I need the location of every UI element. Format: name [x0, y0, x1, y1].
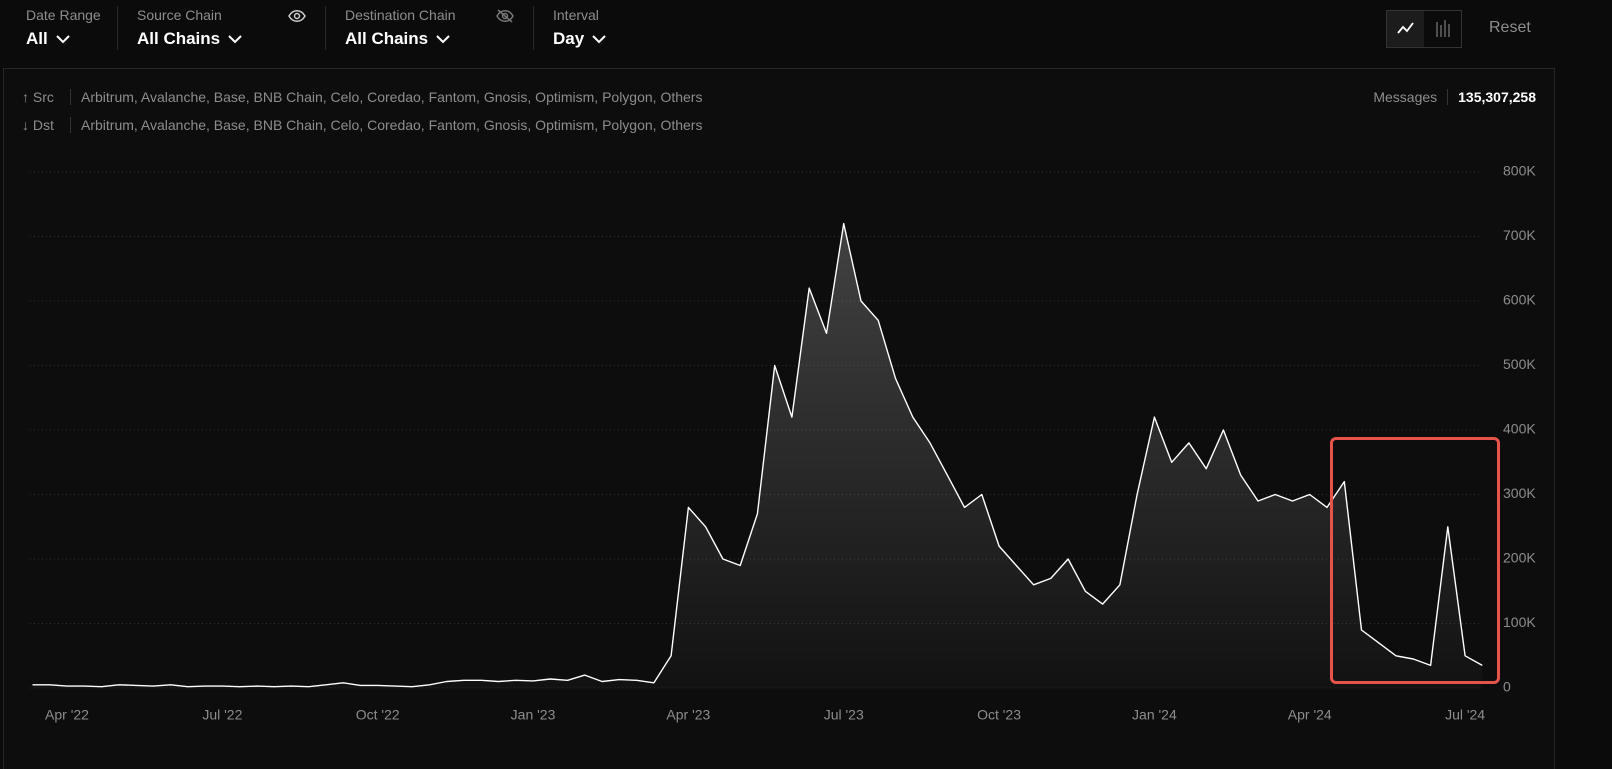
- x-tick-label: Jul '23: [824, 707, 864, 723]
- source-chain-filter[interactable]: Source Chain All Chains: [137, 7, 242, 49]
- highlight-box: [1330, 437, 1500, 684]
- area-fill: [32, 223, 1483, 688]
- line: [32, 222, 1483, 688]
- chevron: [56, 34, 70, 43]
- x-tick-label: Oct '23: [977, 707, 1021, 723]
- reset-button[interactable]: Reset: [1489, 19, 1531, 36]
- summary-label: Messages: [1373, 89, 1449, 105]
- x-tick-label: Jul '22: [202, 707, 242, 723]
- source-row: ↑ Src Arbitrum, Avalanche, Base, BNB Chai…: [22, 89, 702, 105]
- summary: Messages 135,307,258: [1373, 89, 1536, 105]
- x-tick-label: Apr '22: [45, 707, 89, 723]
- y-tick-label: 300K: [1503, 485, 1536, 501]
- x-tick-label: Jan '24: [1132, 707, 1177, 723]
- separator: [325, 6, 326, 50]
- x-tick-label: Oct '22: [356, 707, 400, 723]
- x-tick-label: Jan '23: [511, 707, 556, 723]
- filter-label: Destination Chain: [345, 7, 456, 23]
- y-tick-label: 500K: [1503, 356, 1536, 372]
- destination-chain-filter[interactable]: Destination Chain All Chains: [345, 7, 456, 49]
- filter-value: All Chains: [345, 29, 429, 48]
- route-label: ↑ Src: [22, 89, 71, 105]
- y-tick-label: 0: [1503, 679, 1511, 695]
- bar-chart-button[interactable]: [1424, 11, 1461, 47]
- route-chains: Arbitrum, Avalanche, Base, BNB Chain, Ce…: [81, 89, 703, 105]
- interval-filter[interactable]: Interval Day: [553, 7, 606, 49]
- chevron: [228, 34, 242, 43]
- y-tick-label: 700K: [1503, 227, 1536, 243]
- destination-row: ↓ Dst Arbitrum, Avalanche, Base, BNB Chai…: [22, 117, 702, 133]
- summary-value: 135,307,258: [1458, 89, 1536, 105]
- date-range-filter[interactable]: Date Range All: [26, 7, 101, 49]
- route-chains: Arbitrum, Avalanche, Base, BNB Chain, Ce…: [81, 117, 703, 133]
- separator: [117, 6, 118, 50]
- filter-label: Interval: [553, 7, 599, 23]
- separator: [533, 6, 534, 50]
- route-label: ↓ Dst: [22, 117, 71, 133]
- filter-value: All: [26, 29, 48, 48]
- chevron: [592, 34, 606, 43]
- y-tick-label: 800K: [1503, 163, 1536, 179]
- chevron: [436, 34, 450, 43]
- chart-toggle: [1386, 10, 1462, 48]
- filter-label: Source Chain: [137, 7, 222, 23]
- filter-label: Date Range: [26, 7, 101, 23]
- filter-value: Day: [553, 29, 585, 48]
- eye-icon[interactable]: [288, 9, 306, 23]
- line-chart-button[interactable]: [1387, 11, 1424, 47]
- y-tick-label: 100K: [1503, 614, 1536, 630]
- eye-off-icon[interactable]: [496, 9, 514, 23]
- y-tick-label: 600K: [1503, 292, 1536, 308]
- x-tick-label: Jul '24: [1445, 707, 1485, 723]
- x-tick-label: Apr '23: [666, 707, 710, 723]
- x-tick-label: Apr '24: [1288, 707, 1332, 723]
- filter-value: All Chains: [137, 29, 221, 48]
- y-tick-label: 200K: [1503, 550, 1536, 566]
- y-tick-label: 400K: [1503, 421, 1536, 437]
